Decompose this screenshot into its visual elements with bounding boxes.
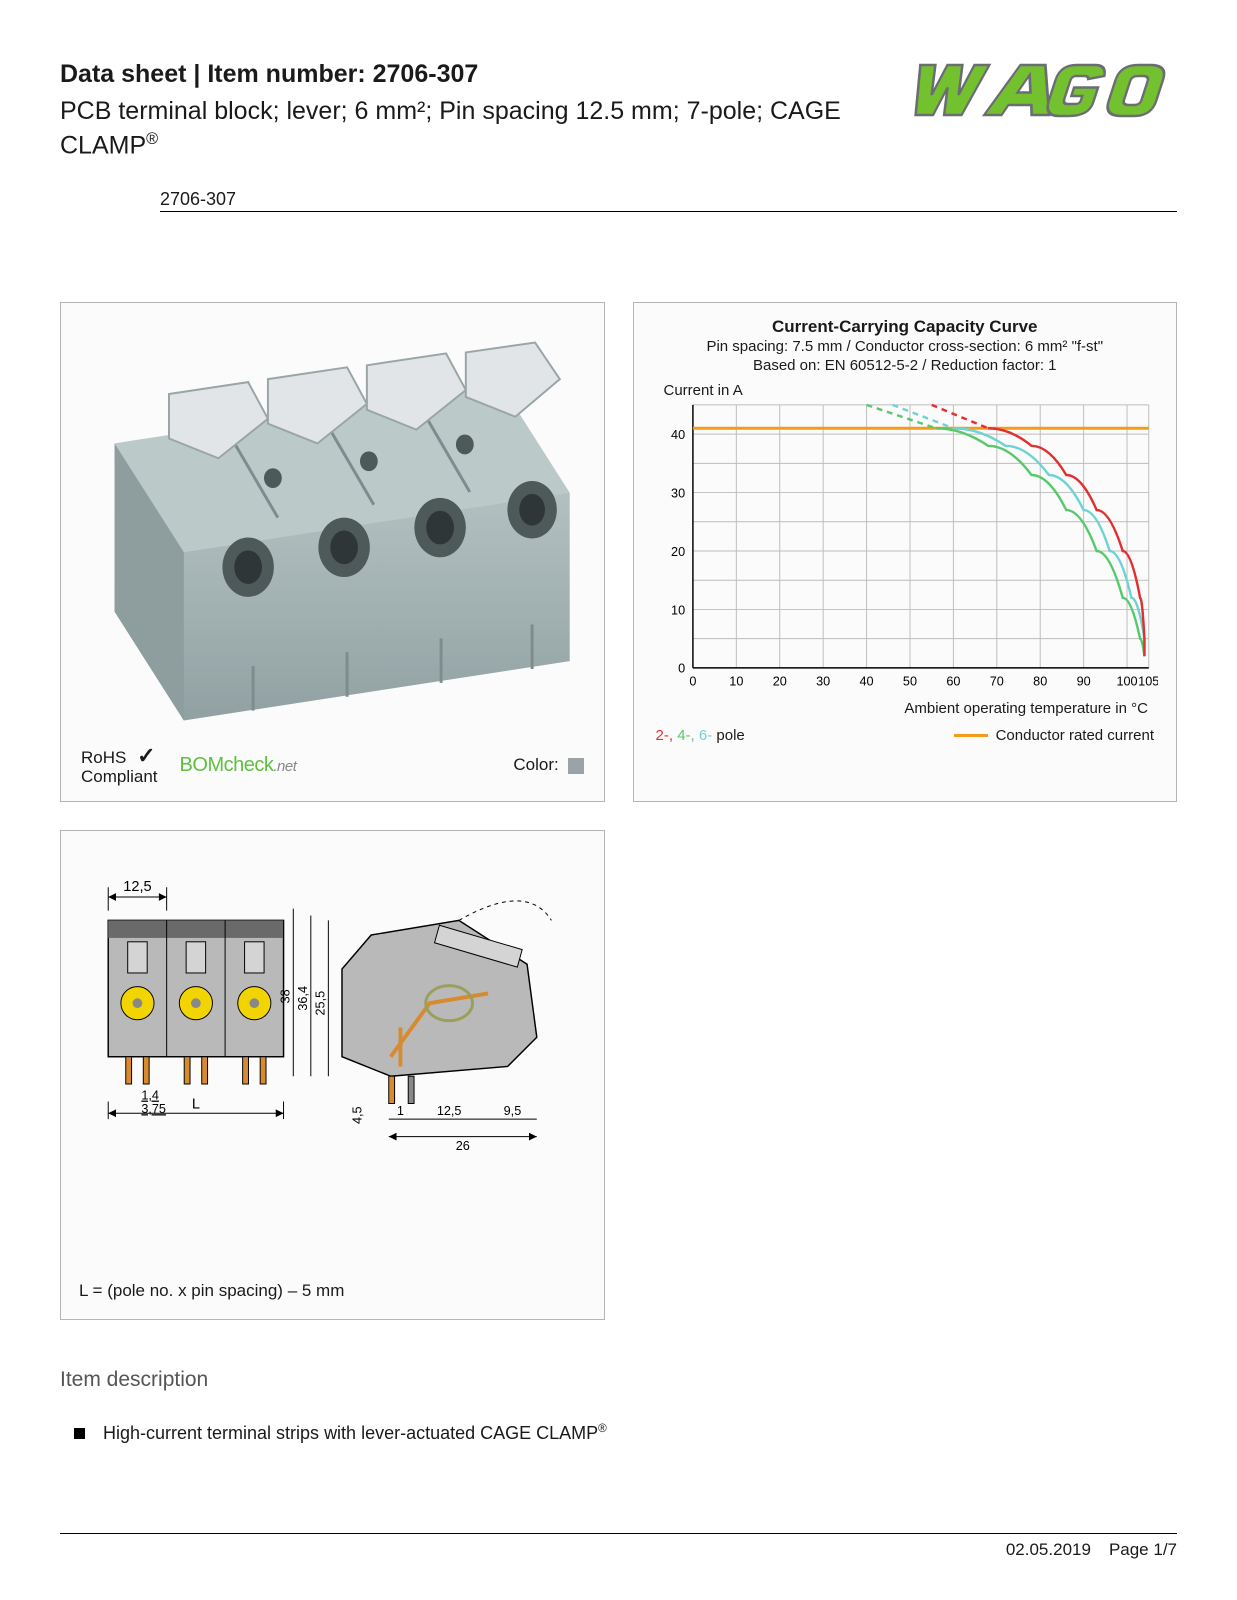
svg-text:12,5: 12,5 (123, 879, 151, 895)
page-title: Data sheet | Item number: 2706-307 (60, 60, 877, 89)
svg-text:4,5: 4,5 (350, 1106, 364, 1124)
svg-text:12,5: 12,5 (437, 1104, 462, 1118)
svg-text:50: 50 (902, 674, 916, 688)
bullet-square-icon (74, 1428, 85, 1439)
title-item-number: 2706-307 (373, 60, 479, 88)
rohs-compliant-label: RoHS ✓ Compliant (81, 744, 158, 787)
svg-text:26: 26 (456, 1139, 470, 1153)
page-subtitle: PCB terminal block; lever; 6 mm²; Pin sp… (60, 95, 877, 163)
svg-text:25,5: 25,5 (313, 991, 327, 1016)
chart-ylabel: Current in A (664, 382, 1159, 399)
legend-poles: 2-, 4-, 6- pole (656, 727, 745, 744)
legend-line-icon (954, 734, 988, 737)
chart-svg: 0 10 20 30 40 50 60 70 80 90 100105 0 10 20 30 40 (652, 401, 1159, 693)
item-description-heading: Item description (60, 1368, 1177, 1392)
chart-subtitle: Pin spacing: 7.5 mm / Conductor cross-se… (652, 337, 1159, 376)
svg-text:10: 10 (729, 674, 743, 688)
product-image-panel: RoHS ✓ Compliant BOMcheck.net Color: (60, 302, 605, 802)
dimensional-drawing-panel: 12,5 L 1,43,75 25,536,4 38 4,5 1 12,5 9,5 26 L = … (60, 830, 605, 1320)
svg-text:0: 0 (678, 662, 685, 676)
color-swatch (568, 758, 584, 774)
legend-6pole: 6- (699, 727, 717, 744)
svg-text:30: 30 (671, 486, 685, 500)
svg-text:40: 40 (671, 428, 685, 442)
chart-title: Current-Carrying Capacity Curve (652, 317, 1159, 337)
svg-text:40: 40 (859, 674, 873, 688)
bullet-text: High-current terminal strips with lever-… (103, 1422, 607, 1444)
color-label: Color: (513, 755, 558, 774)
svg-text:60: 60 (946, 674, 960, 688)
svg-text:38: 38 (278, 989, 292, 1003)
footer-date: 02.05.2019 (1006, 1540, 1091, 1560)
title-prefix: Data sheet | Item number: (60, 60, 373, 88)
svg-text:80: 80 (1033, 674, 1047, 688)
rohs-text: RoHS (81, 748, 126, 767)
svg-text:20: 20 (671, 545, 685, 559)
item-number-link[interactable]: 2706-307 (160, 189, 1177, 212)
check-icon: ✓ (137, 743, 155, 768)
legend-pole-word: pole (716, 727, 744, 744)
svg-text:1: 1 (397, 1104, 404, 1118)
svg-text:70: 70 (989, 674, 1003, 688)
svg-text:100: 100 (1116, 674, 1137, 688)
svg-text:L: L (192, 1096, 200, 1112)
legend-rated-text: Conductor rated current (996, 727, 1154, 744)
chart-sub2: Based on: EN 60512-5-2 / Reduction facto… (753, 357, 1057, 374)
page-footer: 02.05.2019 Page 1/7 (60, 1533, 1177, 1560)
legend-rated: Conductor rated current (954, 727, 1154, 744)
svg-text:3,75: 3,75 (141, 1102, 166, 1116)
svg-text:90: 90 (1076, 674, 1090, 688)
bomcheck-net: .net (273, 758, 296, 775)
svg-text:1,4: 1,4 (141, 1088, 159, 1102)
chart-legend: 2-, 4-, 6- pole Conductor rated current (652, 727, 1159, 744)
bomcheck-text: BOMcheck (180, 754, 274, 776)
compliant-text: Compliant (81, 767, 158, 786)
bomcheck-logo: BOMcheck.net (180, 754, 297, 777)
svg-text:30: 30 (816, 674, 830, 688)
svg-text:9,5: 9,5 (504, 1104, 522, 1118)
svg-text:105: 105 (1138, 674, 1158, 688)
dimensional-drawing: 12,5 L 1,43,75 25,536,4 38 4,5 1 12,5 9,5 26 (79, 849, 586, 1245)
svg-text:36,4: 36,4 (296, 986, 310, 1011)
legend-2pole: 2-, (656, 727, 678, 744)
drawing-formula: L = (pole no. x pin spacing) – 5 mm (79, 1281, 586, 1301)
wago-logo (897, 60, 1177, 125)
svg-text:20: 20 (772, 674, 786, 688)
color-label-wrap: Color: (513, 755, 583, 775)
capacity-curve-chart: Current-Carrying Capacity Curve Pin spac… (633, 302, 1178, 802)
product-illustration (75, 317, 590, 738)
chart-xlabel: Ambient operating temperature in °C (652, 700, 1149, 717)
product-footer: RoHS ✓ Compliant BOMcheck.net Color: (75, 738, 590, 787)
svg-text:10: 10 (671, 603, 685, 617)
svg-text:0: 0 (689, 674, 696, 688)
description-bullet: High-current terminal strips with lever-… (74, 1422, 1177, 1444)
legend-4pole: 4-, (677, 727, 699, 744)
footer-page: Page 1/7 (1109, 1540, 1177, 1560)
chart-sub1: Pin spacing: 7.5 mm / Conductor cross-se… (706, 338, 1103, 355)
